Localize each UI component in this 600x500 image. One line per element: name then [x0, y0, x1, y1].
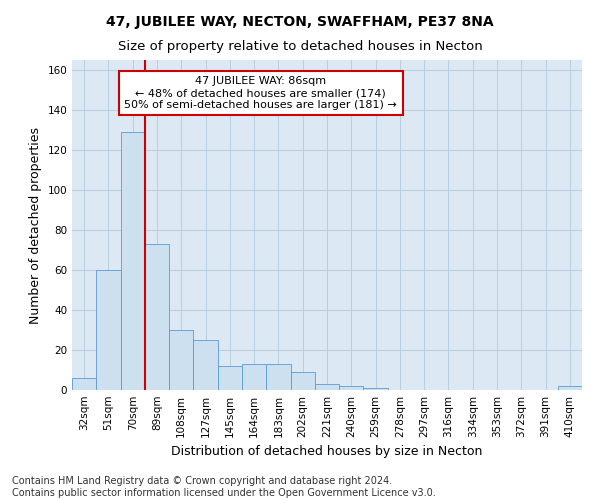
Bar — [364, 388, 388, 390]
Bar — [169, 330, 193, 390]
Text: 47 JUBILEE WAY: 86sqm
← 48% of detached houses are smaller (174)
50% of semi-det: 47 JUBILEE WAY: 86sqm ← 48% of detached … — [124, 76, 397, 110]
Text: Size of property relative to detached houses in Necton: Size of property relative to detached ho… — [118, 40, 482, 53]
Bar — [96, 270, 121, 390]
Bar — [242, 364, 266, 390]
Bar — [121, 132, 145, 390]
Text: Contains HM Land Registry data © Crown copyright and database right 2024.
Contai: Contains HM Land Registry data © Crown c… — [12, 476, 436, 498]
Bar — [145, 244, 169, 390]
Bar — [218, 366, 242, 390]
Y-axis label: Number of detached properties: Number of detached properties — [29, 126, 42, 324]
Bar — [315, 384, 339, 390]
Bar — [193, 340, 218, 390]
Bar — [266, 364, 290, 390]
Bar — [558, 386, 582, 390]
Bar — [290, 372, 315, 390]
X-axis label: Distribution of detached houses by size in Necton: Distribution of detached houses by size … — [172, 446, 482, 458]
Bar — [72, 378, 96, 390]
Bar — [339, 386, 364, 390]
Text: 47, JUBILEE WAY, NECTON, SWAFFHAM, PE37 8NA: 47, JUBILEE WAY, NECTON, SWAFFHAM, PE37 … — [106, 15, 494, 29]
